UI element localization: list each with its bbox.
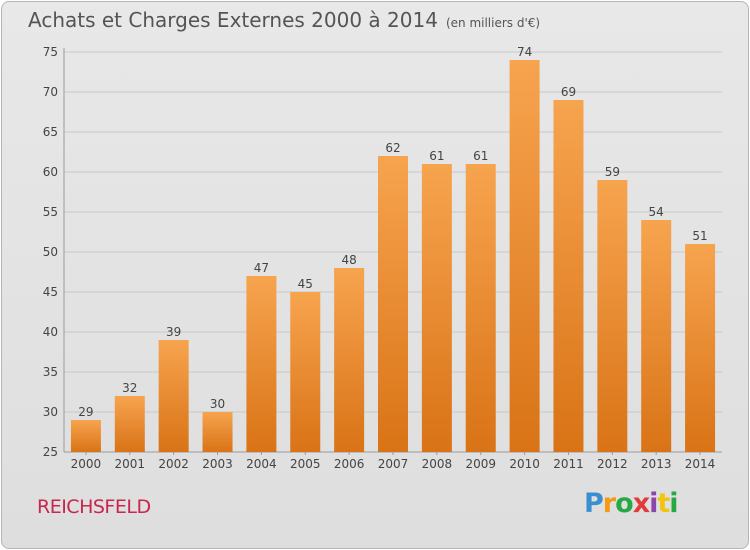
data-label: 32 (122, 381, 137, 395)
x-tick-label: 2007 (378, 457, 409, 471)
proxiti-logo: Proxiti (584, 488, 679, 519)
data-label: 69 (561, 85, 576, 99)
x-tick-label: 2006 (334, 457, 365, 471)
x-tick-label: 2004 (246, 457, 277, 471)
x-tick-label: 2008 (422, 457, 453, 471)
y-tick-label: 25 (43, 445, 58, 459)
data-label: 47 (254, 261, 269, 275)
chart-title: Achats et Charges Externes 2000 à 2014 (e… (28, 8, 540, 32)
x-tick-label: 2013 (641, 457, 672, 471)
y-tick-label: 50 (43, 245, 58, 259)
data-label: 61 (429, 149, 444, 163)
bar (421, 164, 452, 452)
bar (553, 100, 584, 452)
bar (70, 420, 101, 452)
chart-title-text: Achats et Charges Externes 2000 à 2014 (28, 8, 438, 32)
bar (334, 268, 365, 452)
y-tick-label: 35 (43, 365, 58, 379)
bar (290, 292, 321, 452)
data-labels: 29 32 39 30 47 45 48 62 61 61 74 69 59 54 51 (78, 45, 707, 419)
y-tick-label: 55 (43, 205, 58, 219)
data-label: 45 (298, 277, 313, 291)
data-label: 48 (341, 253, 356, 267)
x-tick-label: 2014 (685, 457, 716, 471)
y-tick-label: 60 (43, 165, 58, 179)
bar (641, 220, 672, 452)
bar (158, 340, 189, 452)
y-tick-label: 65 (43, 125, 58, 139)
x-tick-label: 2002 (158, 457, 189, 471)
data-label: 39 (166, 325, 181, 339)
x-tick-label: 2000 (71, 457, 102, 471)
x-tick-label: 2001 (115, 457, 146, 471)
x-tick-label: 2009 (465, 457, 496, 471)
bar (202, 412, 233, 452)
y-tick-label: 70 (43, 85, 58, 99)
y-tick-label: 40 (43, 325, 58, 339)
place-name: REICHSFELD (37, 496, 151, 518)
bars (70, 60, 716, 452)
axes: 25 30 35 40 45 50 55 60 65 70 75 2000 2001 2002 2003 20… (43, 45, 722, 471)
data-label: 30 (210, 397, 225, 411)
x-tick-label: 2005 (290, 457, 321, 471)
x-tick-label: 2011 (553, 457, 584, 471)
bar (114, 396, 145, 452)
bar (597, 180, 628, 452)
bar (685, 244, 716, 452)
y-tick-label: 30 (43, 405, 58, 419)
data-label: 61 (473, 149, 488, 163)
data-label: 59 (605, 165, 620, 179)
bar (465, 164, 496, 452)
x-tick-label: 2003 (202, 457, 233, 471)
chart-subtitle: (en milliers d'€) (445, 16, 541, 30)
data-label: 51 (692, 229, 707, 243)
y-tick-label: 75 (43, 45, 58, 59)
data-label: 74 (517, 45, 532, 59)
x-tick-label: 2010 (509, 457, 540, 471)
data-label: 62 (385, 141, 400, 155)
data-label: 29 (78, 405, 93, 419)
x-tick-label: 2012 (597, 457, 628, 471)
bar (509, 60, 540, 452)
data-label: 54 (649, 205, 664, 219)
bar (246, 276, 277, 452)
bar (378, 156, 408, 452)
y-tick-label: 45 (43, 285, 58, 299)
